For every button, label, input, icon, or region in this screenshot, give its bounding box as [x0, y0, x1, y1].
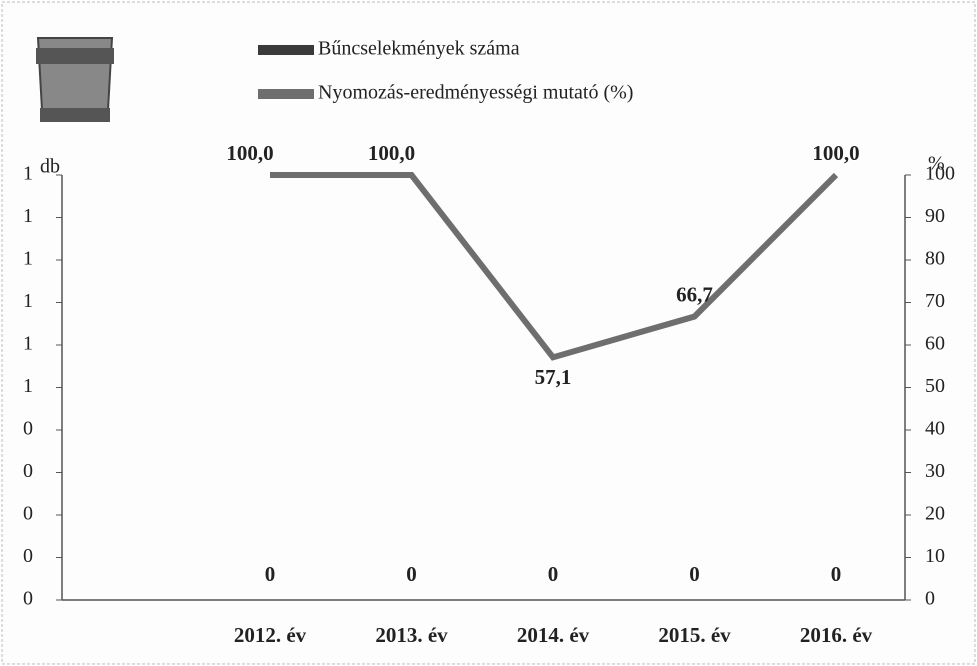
y-tick-label: 1 [23, 333, 33, 355]
y-tick-label: 1 [23, 290, 33, 312]
y-tick-label: 0 [23, 503, 33, 525]
bar-value-label: 0 [265, 562, 276, 586]
x-tick-label: 2016. év [800, 623, 873, 647]
x-tick-label: 2013. év [375, 623, 448, 647]
bar-value-label: 0 [548, 562, 559, 586]
y-tick-label: 1 [23, 375, 33, 397]
y2-tick-label: 70 [925, 290, 945, 312]
y2-axis-label: % [928, 153, 945, 175]
x-tick-label: 2014. év [517, 623, 590, 647]
bar-value-label: 0 [406, 562, 417, 586]
line-series [270, 172, 839, 361]
y2-tick-label: 0 [925, 588, 935, 610]
y-tick-label: 1 [23, 163, 33, 185]
line-value-label: 66,7 [676, 282, 713, 306]
y2-tick-label: 30 [925, 460, 945, 482]
legend-swatch [258, 45, 314, 55]
y-tick-label: 1 [23, 248, 33, 270]
y2-tick-label: 40 [925, 418, 945, 440]
y-tick-label: 1 [23, 205, 33, 227]
y2-tick-label: 10 [925, 545, 945, 567]
legend-swatch [258, 89, 314, 99]
line-value-label: 100,0 [368, 141, 415, 165]
y2-tick-label: 100 [925, 163, 955, 185]
bar-value-label: 0 [689, 562, 700, 586]
y2-tick-label: 90 [925, 205, 945, 227]
bar-value-label: 0 [831, 562, 842, 586]
y-tick-label: 0 [23, 545, 33, 567]
y-axis-label: db [40, 156, 60, 178]
y-tick-label: 0 [23, 418, 33, 440]
legend-label: Nyomozás-eredményességi mutató (%) [318, 82, 633, 104]
y2-tick-label: 20 [925, 503, 945, 525]
y-tick-label: 0 [23, 460, 33, 482]
line-value-label: 100,0 [226, 141, 273, 165]
y2-tick-label: 50 [925, 375, 945, 397]
legend-label: Bűncselekmények száma [318, 38, 520, 60]
line-value-label: 100,0 [812, 141, 859, 165]
logo [36, 37, 114, 122]
y2-tick-label: 80 [925, 248, 945, 270]
y-tick-label: 0 [23, 588, 33, 610]
x-tick-label: 2012. év [234, 623, 307, 647]
x-tick-label: 2015. év [658, 623, 731, 647]
line-value-label: 57,1 [535, 365, 572, 389]
y2-tick-label: 60 [925, 333, 945, 355]
